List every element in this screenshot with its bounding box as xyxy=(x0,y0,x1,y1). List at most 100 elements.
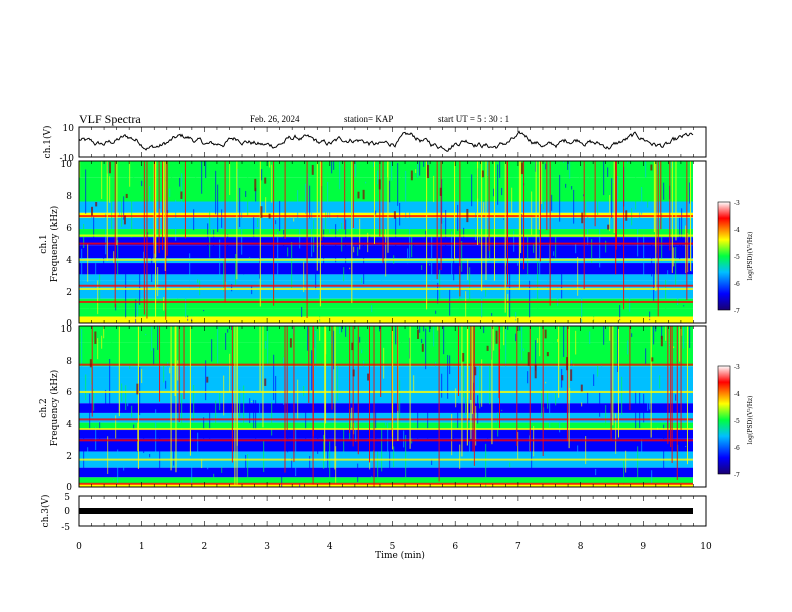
ch1-freq-ticks: 0 2 4 6 8 10 xyxy=(61,160,73,329)
spec-streak xyxy=(233,161,235,168)
spec-streak xyxy=(187,366,189,397)
spec-streak xyxy=(189,253,191,289)
spec-streak xyxy=(665,326,667,341)
spec-streak xyxy=(357,247,359,256)
spec-streak xyxy=(407,371,409,397)
spec-streak xyxy=(547,390,549,409)
spec-sferic xyxy=(154,161,156,254)
spec-streak xyxy=(481,359,483,407)
spec-sferic xyxy=(583,161,585,290)
spec-streak xyxy=(553,326,555,350)
spec-streak xyxy=(613,391,615,403)
spec-streak xyxy=(681,326,683,336)
spec-streak xyxy=(211,339,213,362)
spec-streak xyxy=(635,391,637,438)
spec-streak xyxy=(601,161,603,199)
spec-spot xyxy=(180,191,183,199)
spec-tone-7 xyxy=(79,317,693,320)
ch1-ytick-bottom: -10 xyxy=(60,154,75,164)
spec-sferic xyxy=(568,326,570,449)
spec-spot xyxy=(566,357,569,371)
spec-sferic xyxy=(189,326,191,456)
spec-streak xyxy=(435,361,437,370)
spec-sferic xyxy=(293,326,295,463)
spec-streak xyxy=(413,243,415,252)
spec-streak xyxy=(507,293,509,318)
ch3-ytick-top: 5 xyxy=(64,493,70,503)
ch2-freq-tick-8: 8 xyxy=(66,357,72,367)
spec-streak xyxy=(369,461,371,470)
spec-streak xyxy=(173,444,175,466)
spec-streak xyxy=(245,454,247,474)
spec-streak xyxy=(169,188,171,197)
spec-tone-3 xyxy=(79,258,693,261)
spec-streak xyxy=(691,326,693,331)
spec-streak xyxy=(237,168,239,203)
spec-streak xyxy=(425,230,427,238)
spec-streak xyxy=(171,326,173,354)
spec-streak xyxy=(305,183,307,214)
spec-sferic xyxy=(349,326,351,434)
spec-spot xyxy=(89,359,92,368)
time-tick-4: 4 xyxy=(327,542,333,552)
spec-streak xyxy=(197,279,199,283)
spec-streak xyxy=(131,405,133,418)
spec-streak xyxy=(437,326,439,331)
spec-streak xyxy=(597,358,599,377)
spec-streak xyxy=(587,216,589,245)
spec-streak xyxy=(497,412,499,437)
spec-streak xyxy=(443,221,445,223)
spec-tone-2 xyxy=(79,242,693,245)
spec-streak xyxy=(255,187,257,202)
spec-streak xyxy=(97,338,99,360)
spec-sferic xyxy=(535,161,537,260)
spec-spot xyxy=(570,369,573,381)
spec-sferic xyxy=(610,326,612,441)
spec-streak xyxy=(307,326,309,351)
spec-streak xyxy=(363,243,365,285)
spec-streak xyxy=(259,389,261,421)
spec-band-5 xyxy=(79,403,693,413)
ch3-ytick-mid: 0 xyxy=(64,507,70,517)
spec-spot xyxy=(625,210,628,221)
spec-streak xyxy=(263,318,265,321)
spec-streak xyxy=(95,426,97,451)
spec-sferic xyxy=(170,326,172,471)
spec-streak xyxy=(689,182,691,204)
spec-streak xyxy=(177,360,179,381)
spec-streak xyxy=(507,326,509,330)
spec-sferic xyxy=(546,161,548,231)
spec-sferic xyxy=(312,326,314,437)
ch2-freq-tick-2: 2 xyxy=(66,452,72,462)
spec-streak xyxy=(645,348,647,364)
spec-streak xyxy=(645,161,647,178)
spec-streak xyxy=(255,400,257,446)
spec-streak xyxy=(81,248,83,297)
spec-tone-2 xyxy=(79,418,693,421)
spec-spot xyxy=(607,224,610,230)
spec-streak xyxy=(373,161,375,168)
spec-spot xyxy=(352,369,355,377)
spec-sferic xyxy=(392,326,394,450)
spec-streak xyxy=(689,326,691,348)
spec-streak xyxy=(541,161,543,204)
spec-streak xyxy=(649,311,651,321)
spec-streak xyxy=(671,161,673,169)
spec-streak xyxy=(217,184,219,233)
spec-sferic xyxy=(118,326,120,417)
spec-sferic xyxy=(116,161,118,246)
spec-sferic xyxy=(504,161,506,313)
spec-streak xyxy=(165,380,167,389)
spec-sferic xyxy=(286,326,288,430)
spec-streak xyxy=(241,439,243,446)
spec-streak xyxy=(155,409,157,453)
spec-streak xyxy=(463,227,465,240)
spec-streak xyxy=(517,431,519,459)
spec-streak xyxy=(641,187,643,215)
spec-sferic xyxy=(166,161,168,256)
spec-streak xyxy=(661,213,663,262)
spec-streak xyxy=(213,473,215,482)
ch2-freq-tick-6: 6 xyxy=(66,388,72,398)
spec-streak xyxy=(583,194,585,197)
spec-streak xyxy=(309,456,311,468)
